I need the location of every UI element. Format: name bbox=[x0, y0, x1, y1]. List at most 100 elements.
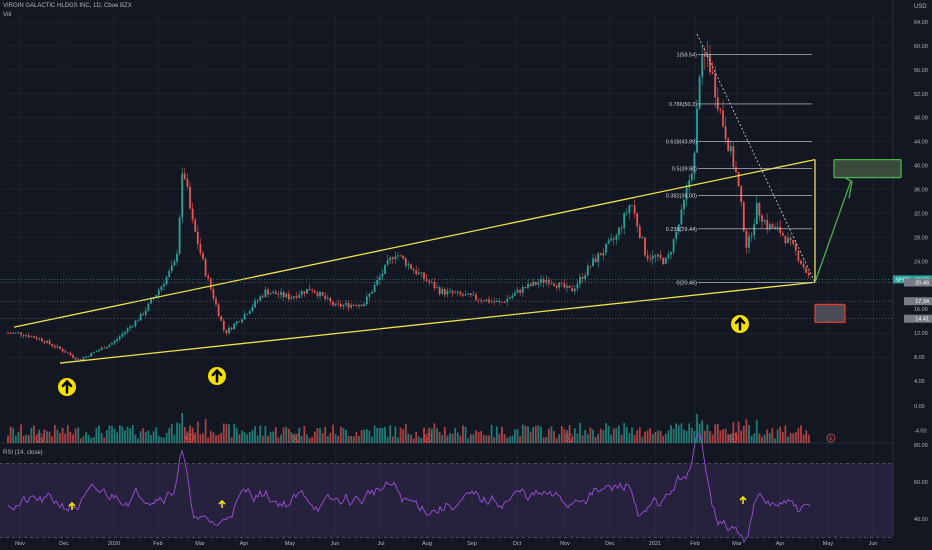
x-tick-2020: 2020 bbox=[108, 541, 120, 547]
volume-bar bbox=[740, 430, 743, 443]
candle-body bbox=[667, 254, 670, 258]
candle-body bbox=[142, 313, 145, 315]
candle-body bbox=[573, 288, 576, 292]
volume-bar bbox=[397, 437, 399, 443]
volume-bar bbox=[332, 424, 334, 443]
volume-bar bbox=[220, 432, 223, 443]
candle-body bbox=[129, 326, 132, 329]
volume-bar bbox=[137, 438, 139, 443]
candle-body bbox=[547, 280, 550, 284]
volume-bar bbox=[152, 431, 155, 443]
candle-body bbox=[553, 283, 555, 286]
volume-bar bbox=[417, 436, 420, 443]
candle-body bbox=[87, 356, 90, 358]
candle-body bbox=[274, 291, 277, 295]
candle-body bbox=[727, 138, 730, 152]
candle-body bbox=[66, 352, 69, 354]
volume-bar bbox=[256, 435, 259, 443]
volume-bar bbox=[345, 429, 347, 443]
candle-body bbox=[672, 238, 675, 253]
candle-body bbox=[511, 295, 514, 298]
candle-body bbox=[735, 167, 737, 173]
candle-body bbox=[264, 289, 267, 297]
volume-bar bbox=[675, 423, 678, 443]
volume-bar bbox=[217, 434, 220, 443]
volume-bar bbox=[85, 431, 87, 443]
price-tag-20.46: 20.46 bbox=[904, 278, 932, 287]
volume-bar bbox=[480, 431, 483, 443]
volume-bar bbox=[230, 437, 233, 443]
candle-body bbox=[495, 301, 498, 303]
candle-body bbox=[269, 293, 272, 295]
volume-bar bbox=[698, 423, 701, 443]
volume-bar bbox=[716, 423, 719, 443]
volume-bar bbox=[371, 436, 373, 443]
volume-bar bbox=[319, 428, 321, 443]
volume-bar bbox=[423, 427, 425, 443]
candle-body bbox=[168, 270, 171, 277]
candle-body bbox=[789, 237, 792, 240]
volume-bar bbox=[644, 431, 646, 443]
volume-bar bbox=[22, 435, 25, 443]
volume-bar bbox=[87, 434, 90, 443]
volume-bar bbox=[339, 426, 342, 443]
candle-body bbox=[108, 344, 111, 347]
candle-body bbox=[280, 291, 282, 295]
volume-bar bbox=[285, 426, 288, 443]
candle-body bbox=[537, 282, 540, 285]
candle-body bbox=[779, 226, 782, 234]
candle-body bbox=[300, 291, 303, 296]
volume-bar bbox=[202, 433, 204, 443]
candle-body bbox=[38, 338, 41, 340]
candle-body bbox=[423, 272, 425, 279]
candle-body bbox=[755, 203, 758, 225]
volume-bar bbox=[326, 436, 329, 443]
volume-bar bbox=[121, 426, 124, 443]
candle-body bbox=[134, 320, 137, 327]
earnings-marker-3 bbox=[423, 433, 433, 443]
volume-bar bbox=[9, 426, 12, 443]
candle-body bbox=[342, 304, 345, 307]
y-tick-label: 56.00 bbox=[914, 68, 928, 74]
candle-body bbox=[657, 254, 659, 257]
volume-bar bbox=[724, 428, 727, 443]
candle-body bbox=[680, 209, 683, 225]
candle-body bbox=[607, 240, 610, 244]
grid bbox=[0, 0, 894, 535]
volume-bar bbox=[64, 433, 67, 443]
rsi-arrow-1 bbox=[218, 499, 226, 508]
volume-bar bbox=[514, 429, 516, 443]
candle-body bbox=[459, 291, 462, 295]
candle-body bbox=[207, 275, 210, 279]
volume-bar bbox=[563, 429, 566, 443]
volume-bar bbox=[233, 423, 236, 443]
volume-bar bbox=[269, 432, 272, 443]
volume-bar bbox=[649, 428, 652, 443]
volume-bar bbox=[412, 438, 415, 443]
lower-trendline bbox=[59, 281, 816, 364]
x-tick-Nov: Nov bbox=[15, 541, 25, 547]
candle-body bbox=[293, 296, 295, 298]
earnings-marker-label-3: E bbox=[426, 436, 430, 442]
volume-bar bbox=[761, 436, 763, 443]
candle-body bbox=[59, 346, 61, 349]
candle-body bbox=[241, 319, 243, 323]
candle-body bbox=[584, 275, 587, 279]
volume-bar bbox=[191, 427, 194, 443]
volume-bar bbox=[108, 425, 111, 443]
volume-bar bbox=[17, 432, 20, 443]
candle-body bbox=[350, 304, 353, 308]
volume-bar bbox=[459, 435, 462, 443]
candle-body bbox=[92, 352, 95, 353]
candle-body bbox=[12, 332, 15, 334]
candle-body bbox=[35, 337, 38, 340]
candle-body bbox=[472, 294, 475, 296]
candle-body bbox=[285, 293, 288, 297]
volume-bar bbox=[566, 430, 568, 443]
volume-bar bbox=[742, 425, 745, 443]
candle-body bbox=[324, 295, 327, 299]
candle-body bbox=[256, 300, 259, 302]
volume-bar bbox=[243, 432, 246, 443]
candle-body bbox=[802, 263, 805, 268]
